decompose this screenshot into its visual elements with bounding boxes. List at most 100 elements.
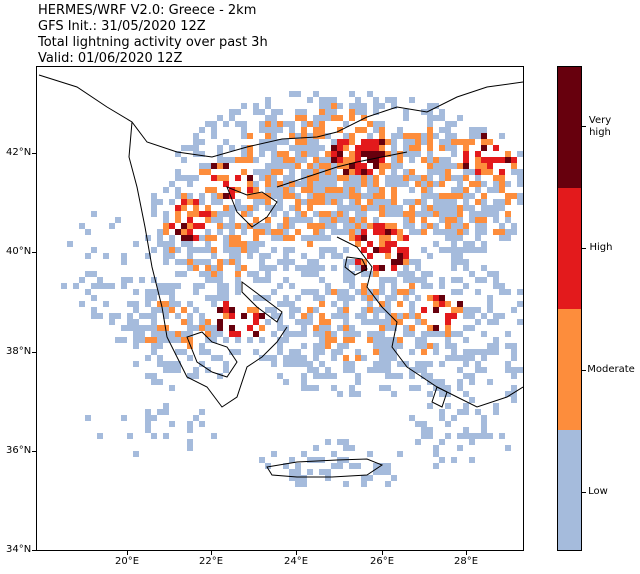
lightning-cell-low xyxy=(403,265,409,271)
lightning-cell-low xyxy=(349,367,355,373)
lightning-cell-moderate xyxy=(379,211,385,217)
lightning-cell-low xyxy=(199,193,205,199)
lightning-cell-low xyxy=(175,301,181,307)
lightning-cell-moderate xyxy=(349,229,355,235)
lightning-cell-low xyxy=(361,223,367,229)
lightning-cell-low xyxy=(241,127,247,133)
colorbar-label-high: High xyxy=(589,242,613,253)
lightning-cell-moderate xyxy=(499,181,505,187)
lightning-cell-moderate xyxy=(307,121,313,127)
lightning-cell-low xyxy=(463,355,469,361)
lightning-cell-low xyxy=(217,355,223,361)
lightning-cell-low xyxy=(343,205,349,211)
lightning-cell-moderate xyxy=(283,193,289,199)
lightning-cell-high xyxy=(391,229,397,235)
lightning-cell-low xyxy=(319,157,325,163)
lightning-cell-low xyxy=(517,319,523,325)
lightning-cell-moderate xyxy=(379,169,385,175)
lightning-cell-high xyxy=(373,145,379,151)
lightning-cell-low xyxy=(259,295,265,301)
lightning-cell-low xyxy=(145,415,151,421)
lightning-cell-low xyxy=(349,325,355,331)
lightning-cell-high xyxy=(445,313,451,319)
lightning-cell-moderate xyxy=(283,217,289,223)
lightning-cell-low xyxy=(349,463,355,469)
lightning-cell-low xyxy=(427,121,433,127)
lightning-cell-low xyxy=(283,295,289,301)
lightning-cell-low xyxy=(265,271,271,277)
lightning-cell-low xyxy=(325,367,331,373)
lightning-cell-moderate xyxy=(427,181,433,187)
lightning-cell-moderate xyxy=(253,307,259,313)
lightning-cell-low xyxy=(349,271,355,277)
lightning-cell-low xyxy=(271,331,277,337)
lightning-cell-low xyxy=(343,217,349,223)
lightning-cell-low xyxy=(151,331,157,337)
lightning-cell-low xyxy=(331,181,337,187)
lightning-cell-moderate xyxy=(427,295,433,301)
lightning-cell-moderate xyxy=(313,199,319,205)
lightning-cell-low xyxy=(391,475,397,481)
lightning-cell-moderate xyxy=(349,217,355,223)
lightning-cell-low xyxy=(205,325,211,331)
lightning-cell-low xyxy=(217,289,223,295)
lightning-cell-low xyxy=(427,109,433,115)
lightning-cell-low xyxy=(421,373,427,379)
lightning-cell-low xyxy=(373,343,379,349)
lightning-cell-low xyxy=(337,217,343,223)
lightning-cell-low xyxy=(439,127,445,133)
lightning-cell-low xyxy=(325,181,331,187)
lightning-cell-low xyxy=(283,277,289,283)
lightning-cell-moderate xyxy=(169,247,175,253)
lightning-cell-low xyxy=(109,319,115,325)
lightning-cell-moderate xyxy=(367,295,373,301)
lightning-cell-low xyxy=(433,343,439,349)
lightning-cell-low xyxy=(403,325,409,331)
lightning-cell-low xyxy=(163,247,169,253)
lightning-cell-moderate xyxy=(307,181,313,187)
lightning-cell-low xyxy=(385,373,391,379)
lightning-cell-moderate xyxy=(421,157,427,163)
lightning-cell-low xyxy=(187,175,193,181)
lightning-cell-low xyxy=(259,121,265,127)
lightning-cell-moderate xyxy=(295,115,301,121)
lightning-cell-moderate xyxy=(259,325,265,331)
lightning-cell-moderate xyxy=(253,217,259,223)
lightning-cell-moderate xyxy=(367,121,373,127)
lightning-cell-moderate xyxy=(193,265,199,271)
lightning-cell-low xyxy=(397,313,403,319)
lightning-cell-low xyxy=(385,199,391,205)
lightning-cell-low xyxy=(391,103,397,109)
lightning-cell-moderate xyxy=(253,187,259,193)
lightning-cell-low xyxy=(313,151,319,157)
lightning-cell-low xyxy=(325,223,331,229)
lightning-cell-low xyxy=(121,325,127,331)
lightning-cell-moderate xyxy=(379,145,385,151)
lightning-cell-low xyxy=(301,451,307,457)
lightning-cell-low xyxy=(481,241,487,247)
lightning-cell-low xyxy=(259,457,265,463)
lightning-cell-low xyxy=(379,355,385,361)
lightning-cell-low xyxy=(331,109,337,115)
lightning-cell-low xyxy=(475,307,481,313)
lightning-cell-moderate xyxy=(223,205,229,211)
lightning-cell-low xyxy=(445,127,451,133)
x-tick-24 xyxy=(296,551,297,555)
lightning-cell-low xyxy=(217,277,223,283)
lightning-cell-low xyxy=(301,253,307,259)
lightning-cell-low xyxy=(415,319,421,325)
lightning-cell-low xyxy=(313,307,319,313)
lightning-cell-low xyxy=(451,259,457,265)
lightning-cell-moderate xyxy=(349,139,355,145)
lightning-cell-high xyxy=(421,307,427,313)
lightning-cell-moderate xyxy=(229,259,235,265)
lightning-cell-low xyxy=(433,199,439,205)
lightning-cell-low xyxy=(475,211,481,217)
lightning-cell-low xyxy=(295,295,301,301)
lightning-cell-moderate xyxy=(205,187,211,193)
lightning-cell-low xyxy=(403,145,409,151)
lightning-cell-very-high xyxy=(391,259,397,265)
lightning-cell-very-high xyxy=(247,175,253,181)
lightning-cell-low xyxy=(439,169,445,175)
lightning-cell-moderate xyxy=(349,151,355,157)
